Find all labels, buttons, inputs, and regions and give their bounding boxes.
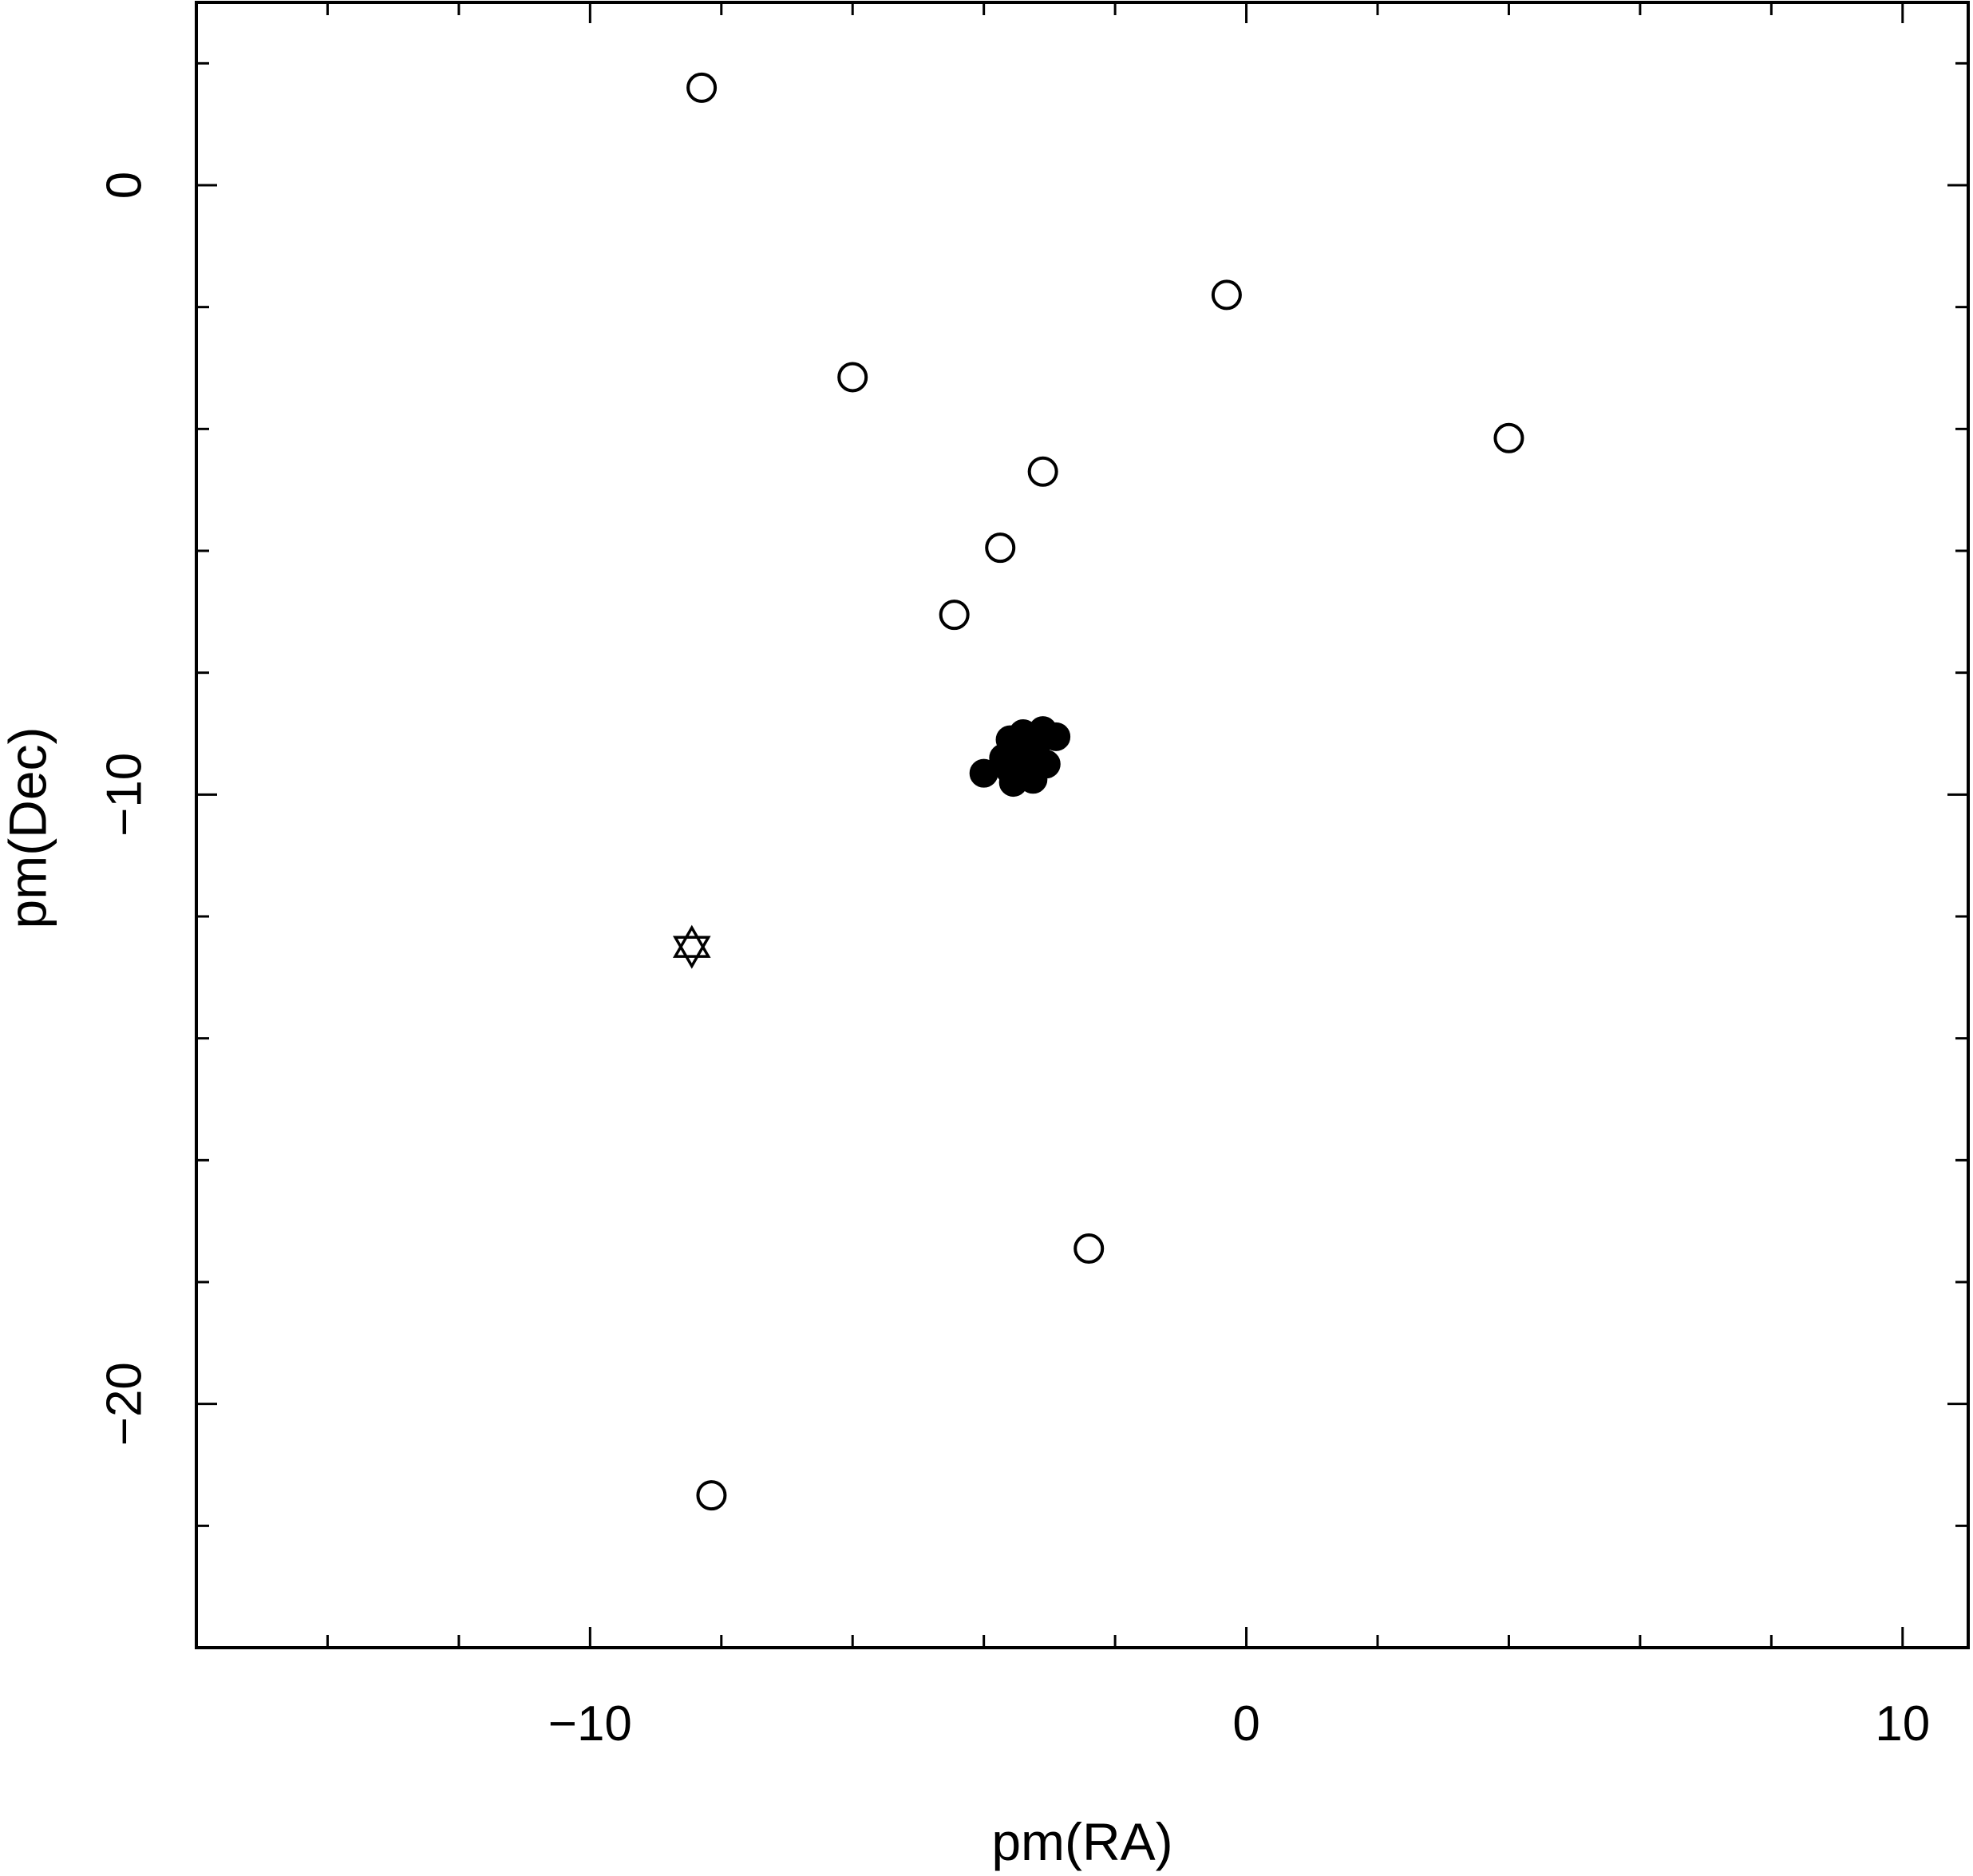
plot-frame — [195, 1, 1970, 1649]
x-tick-label: −10 — [548, 1696, 632, 1751]
open-circle-point — [696, 1480, 727, 1511]
filled-circle-point — [1031, 750, 1061, 779]
y-tick-label: 0 — [97, 172, 152, 199]
open-circle-point — [686, 72, 718, 103]
x-tick-label: 0 — [1232, 1696, 1259, 1751]
open-circle-point — [939, 600, 970, 631]
open-circle-point — [1211, 279, 1242, 311]
open-circle-point — [985, 532, 1016, 564]
open-circle-point — [837, 362, 868, 393]
open-circle-point — [1493, 422, 1524, 453]
x-tick-label: 10 — [1875, 1696, 1930, 1751]
x-axis-label: pm(RA) — [991, 1812, 1172, 1871]
y-tick-label: −10 — [97, 753, 152, 837]
open-circle-point — [1027, 456, 1058, 487]
star-of-david-point — [672, 924, 711, 969]
filled-circle-point — [995, 755, 1025, 785]
y-axis-label: pm(Dec) — [0, 726, 57, 928]
filled-circle-point — [1042, 722, 1071, 751]
y-tick-label: −20 — [97, 1362, 152, 1446]
open-circle-point — [1073, 1233, 1105, 1265]
